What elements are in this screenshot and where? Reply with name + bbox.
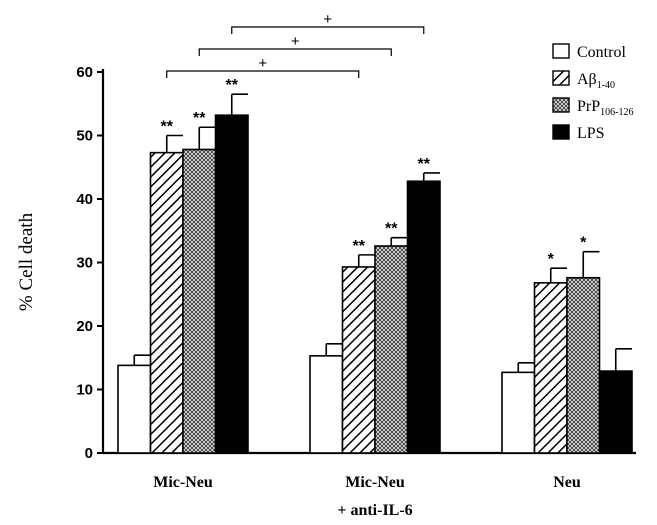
legend-label: PrP106-126 <box>577 98 633 118</box>
y-tick-label: 10 <box>76 382 93 399</box>
y-tick-label: 60 <box>76 64 93 81</box>
legend-swatch <box>552 124 570 140</box>
category-label: + anti-IL-6 <box>337 502 412 519</box>
significance-mark: ** <box>161 119 174 136</box>
bar <box>566 276 601 454</box>
comparison-mark: + <box>258 55 267 72</box>
legend-label: Aβ1-40 <box>577 71 615 91</box>
legend-swatch <box>552 70 570 86</box>
category-labels: Mic-Neu Mic-Neu + anti-IL-6 Neu <box>153 474 581 519</box>
significance-mark: ** <box>226 77 239 94</box>
y-tick-label: 40 <box>76 191 93 208</box>
category-label: Neu <box>553 474 581 491</box>
comparison-bracket <box>166 70 360 78</box>
significance-mark: ** <box>418 156 431 173</box>
bar <box>182 148 217 454</box>
comparison-bracket <box>198 48 392 56</box>
y-tick-label: 0 <box>85 445 93 462</box>
bar <box>406 180 441 454</box>
bar <box>533 282 568 454</box>
bar <box>501 371 536 454</box>
significance-mark: * <box>580 235 587 252</box>
comparison-mark: + <box>291 33 300 50</box>
significance-mark: ** <box>353 238 366 255</box>
significance-mark: * <box>548 251 555 268</box>
bar <box>214 114 249 454</box>
y-tick-label: 20 <box>76 318 93 335</box>
y-tick-label: 30 <box>76 255 93 272</box>
bar <box>374 245 409 454</box>
annotations: **************+++ <box>161 11 588 268</box>
bar <box>149 151 184 454</box>
comparison-bracket <box>231 26 425 34</box>
bars <box>117 93 633 454</box>
bar <box>309 355 344 454</box>
legend: Control Aβ1-40 PrP106-126 LPS <box>552 43 633 142</box>
comparison-mark: + <box>323 11 332 28</box>
legend-label: LPS <box>577 125 605 142</box>
legend-swatch <box>552 43 570 59</box>
category-label: Mic-Neu <box>153 474 213 491</box>
y-axis-label: % Cell death <box>16 212 37 311</box>
bar <box>341 266 376 454</box>
legend-swatch <box>552 97 570 113</box>
bar <box>117 364 152 454</box>
category-label: Mic-Neu <box>345 474 405 491</box>
y-tick-label: 50 <box>76 128 93 145</box>
significance-mark: ** <box>193 110 206 127</box>
bar <box>598 370 633 454</box>
significance-mark: ** <box>385 221 398 238</box>
legend-label: Control <box>577 44 626 61</box>
